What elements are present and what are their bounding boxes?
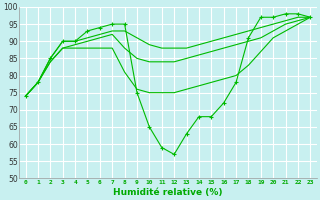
X-axis label: Humidité relative (%): Humidité relative (%) bbox=[113, 188, 223, 197]
